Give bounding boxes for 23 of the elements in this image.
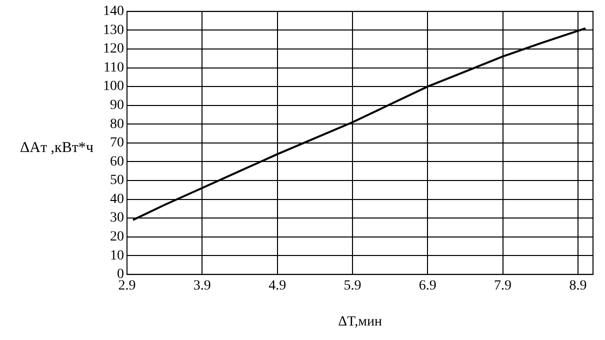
x-tick-label: 5.9 xyxy=(344,278,362,294)
y-axis-title: ΔAт ,кВт*ч xyxy=(20,140,94,157)
x-axis-title: ΔT,мин xyxy=(338,314,382,330)
x-tick-label: 6.9 xyxy=(418,278,436,294)
y-tick-label: 100 xyxy=(103,79,124,94)
y-tick-label: 140 xyxy=(103,4,124,20)
y-tick-label: 90 xyxy=(110,98,124,113)
y-tick-label: 20 xyxy=(110,230,124,244)
y-tick-label: 50 xyxy=(110,173,124,188)
y-tick-label: 80 xyxy=(110,116,124,132)
y-tick-label: 10 xyxy=(110,248,124,264)
x-tick-label: 4.9 xyxy=(268,278,286,294)
y-tick-label: 30 xyxy=(110,210,124,226)
y-tick-label: 40 xyxy=(110,192,124,207)
y-tick-label: 70 xyxy=(110,136,124,151)
x-tick-label: 8.9 xyxy=(569,278,587,294)
y-tick-label: 120 xyxy=(103,42,124,57)
x-tick-label: 2.9 xyxy=(118,278,136,294)
y-tick-label: 110 xyxy=(104,60,124,76)
x-tick-label: 7.9 xyxy=(494,278,512,294)
y-tick-label: 130 xyxy=(103,22,124,38)
y-tick-label: 60 xyxy=(110,154,124,170)
x-tick-label: 3.9 xyxy=(193,278,211,294)
